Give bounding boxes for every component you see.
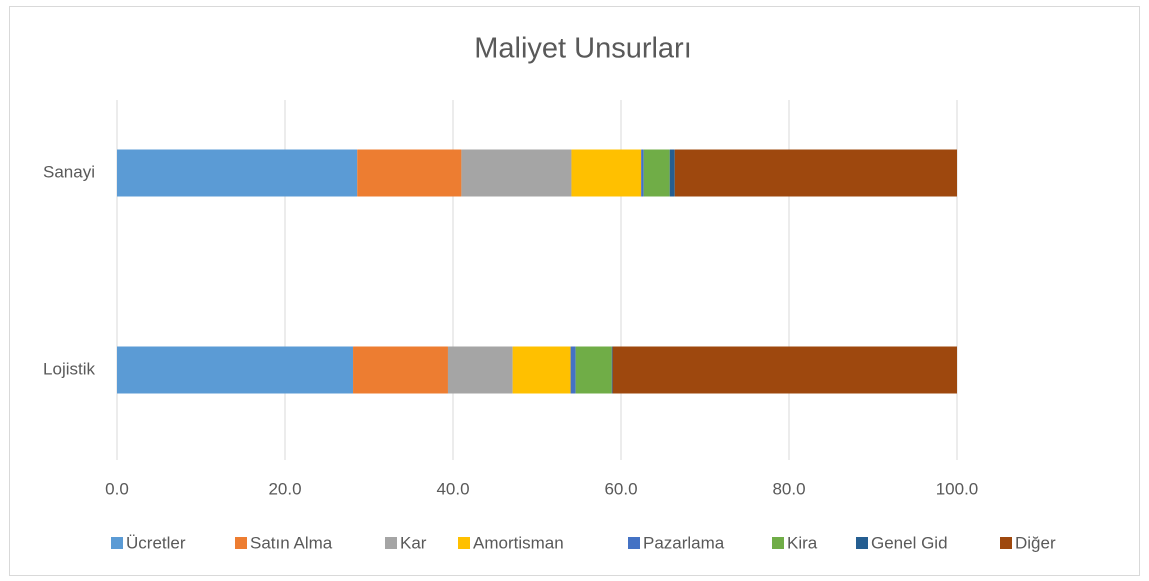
bar-segment [571,149,642,197]
bar-segment [570,346,576,394]
bar-segment [669,149,675,197]
y-tick-label: Sanayi [43,162,95,181]
bar-segment [674,149,957,197]
y-tick-label: Lojistik [43,359,95,378]
legend-swatch [111,537,123,549]
bar-segment [117,149,358,197]
chart-title: Maliyet Unsurları [474,33,692,65]
bar-segment [117,346,354,394]
legend-label: Amortisman [473,533,564,552]
bar-segment [643,149,670,197]
x-tick-label: 40.0 [436,479,469,498]
bar-segment [575,346,612,394]
legend-swatch [385,537,397,549]
x-tick-label: 0.0 [105,479,129,498]
chart-border [9,6,1140,576]
x-tick-label: 60.0 [604,479,637,498]
bar-segment [612,346,957,394]
legend-swatch [772,537,784,549]
legend-label: Kar [400,533,427,552]
legend-label: Genel Gid [871,533,948,552]
legend-label: Diğer [1015,533,1056,552]
bar-segment [353,346,448,394]
x-tick-label: 80.0 [772,479,805,498]
legend-swatch [458,537,470,549]
bar-segment [512,346,571,394]
bar-segment [357,149,462,197]
bar-segment [461,149,572,197]
bar-segment [447,346,513,394]
x-tick-label: 100.0 [936,479,979,498]
legend-label: Ücretler [126,533,186,552]
legend-label: Pazarlama [643,533,725,552]
x-tick-label: 20.0 [268,479,301,498]
bar-segment [641,149,644,197]
legend-swatch [235,537,247,549]
legend-label: Satın Alma [250,533,333,552]
legend-swatch [628,537,640,549]
bar-segment [611,346,613,394]
legend-swatch [856,537,868,549]
legend-swatch [1000,537,1012,549]
legend-label: Kira [787,533,818,552]
